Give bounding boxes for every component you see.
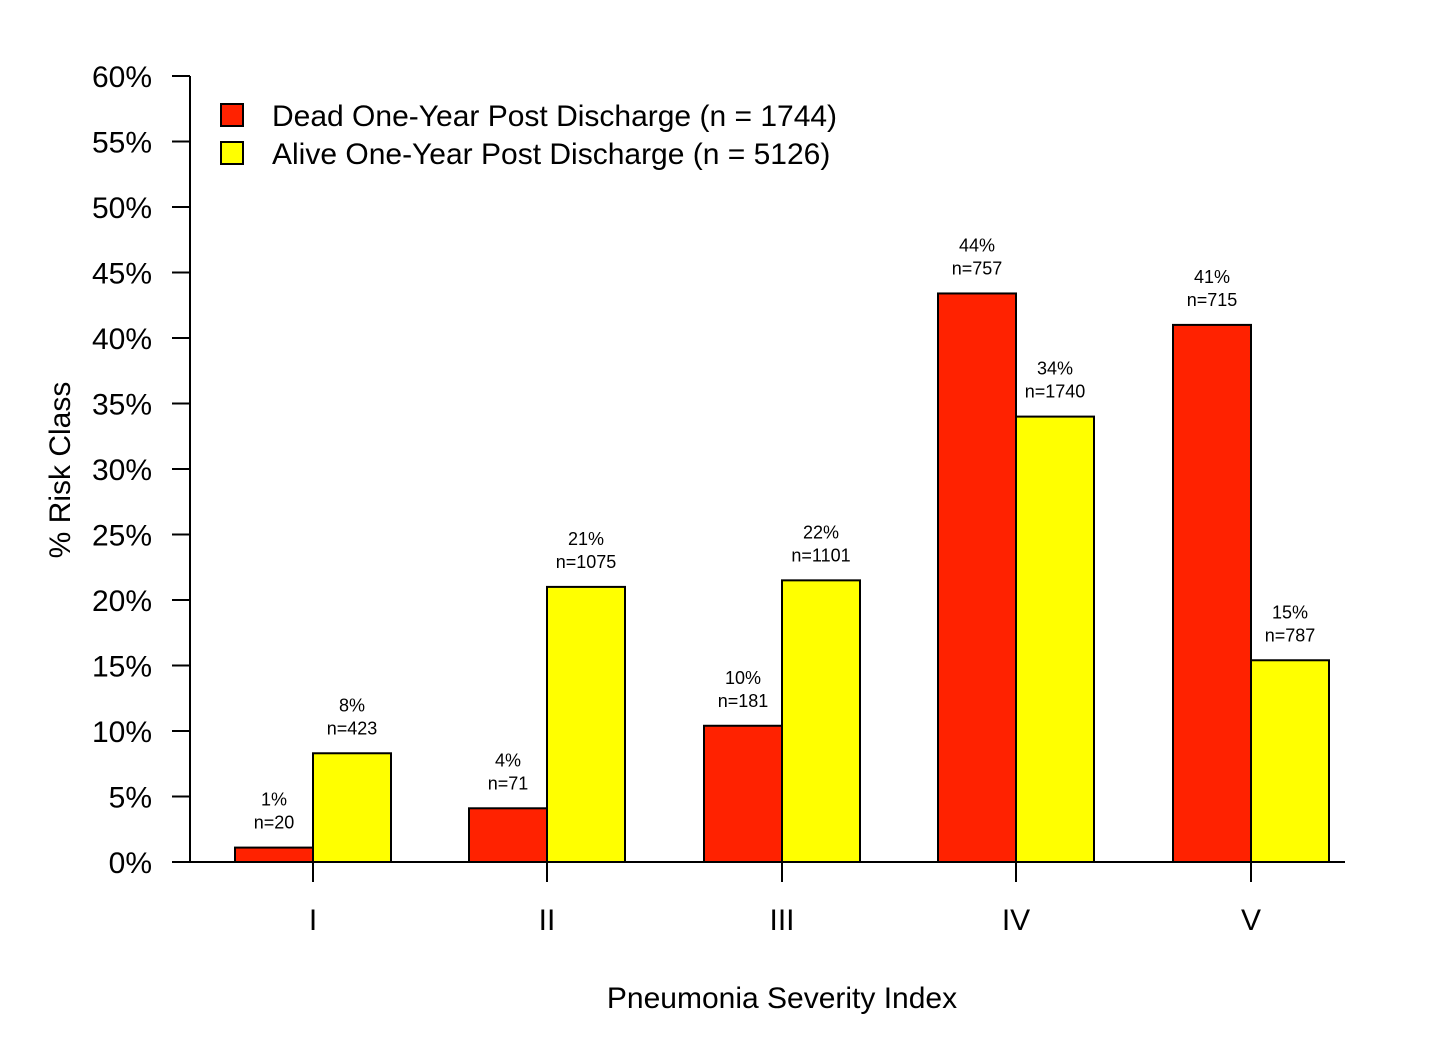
legend-label: Dead One-Year Post Discharge (n = 1744) (272, 100, 837, 133)
bar-percent-label: 8% (339, 695, 365, 715)
y-tick-label: 15% (92, 651, 152, 684)
bar (1172, 323, 1252, 863)
bar-percent-label: 41% (1194, 267, 1230, 287)
bar-percent-label: 44% (959, 235, 995, 255)
y-tick-label: 25% (92, 520, 152, 553)
bar (546, 585, 626, 864)
bar (1250, 659, 1330, 864)
y-tick-label: 30% (92, 454, 152, 487)
legend: Dead One-Year Post Discharge (n = 1744) A… (220, 100, 837, 171)
y-tick-label: 45% (92, 258, 152, 291)
x-tick-label: III (769, 904, 794, 937)
y-axis-title: % Risk Class (44, 382, 77, 559)
bar-count-label: n=715 (1187, 290, 1238, 310)
x-tick-label: V (1241, 904, 1261, 937)
bar (703, 724, 783, 864)
legend-swatch (220, 141, 244, 165)
x-axis-title: Pneumonia Severity Index (607, 982, 957, 1015)
y-tick-label: 0% (109, 847, 152, 880)
bars (234, 292, 1330, 864)
bar-percent-label: 1% (261, 790, 287, 810)
y-tick-label: 20% (92, 585, 152, 618)
bar (234, 846, 314, 864)
bar (1015, 415, 1095, 863)
x-axis: I II III IV V (172, 861, 1345, 937)
bar-count-label: n=757 (952, 258, 1003, 278)
bar-percent-label: 10% (725, 668, 761, 688)
bar-count-label: n=1101 (791, 545, 850, 565)
bar (937, 292, 1017, 863)
y-axis: 0% 5% 10% 15% 20% 25% 30% 35% 40% 45% 50% 55% 60% (92, 61, 191, 880)
y-tick-label: 5% (109, 782, 152, 815)
legend-label: Alive One-Year Post Discharge (n = 5126) (272, 138, 830, 171)
y-tick-label: 50% (92, 192, 152, 225)
bar-percent-label: 21% (568, 529, 604, 549)
bar (468, 807, 548, 863)
bar-count-label: n=20 (254, 813, 295, 833)
bar-count-label: n=787 (1265, 625, 1316, 645)
bar-count-label: n=423 (327, 718, 378, 738)
bar-count-label: n=181 (718, 691, 769, 711)
bar-percent-label: 4% (495, 750, 521, 770)
bar-labels: 1% n=20 4% n=71 10% n=181 44% n=757 41% n=715 8% n=… (254, 235, 1316, 832)
x-tick-label: IV (1002, 904, 1030, 937)
x-tick-label: I (309, 904, 317, 937)
y-tick-label: 35% (92, 389, 152, 422)
bar-count-label: n=1075 (556, 552, 617, 572)
bar (312, 752, 392, 864)
y-tick-label: 10% (92, 716, 152, 749)
bar-percent-label: 15% (1272, 602, 1308, 622)
bar (781, 579, 861, 863)
bar-count-label: n=1740 (1025, 382, 1086, 402)
bar-count-label: n=71 (488, 773, 529, 793)
x-tick-label: II (539, 904, 556, 937)
bar-percent-label: 34% (1037, 359, 1073, 379)
y-tick-label: 55% (92, 127, 152, 160)
legend-swatch (220, 103, 244, 127)
bar-percent-label: 22% (803, 522, 839, 542)
y-tick-label: 60% (92, 61, 152, 94)
y-tick-label: 40% (92, 323, 152, 356)
